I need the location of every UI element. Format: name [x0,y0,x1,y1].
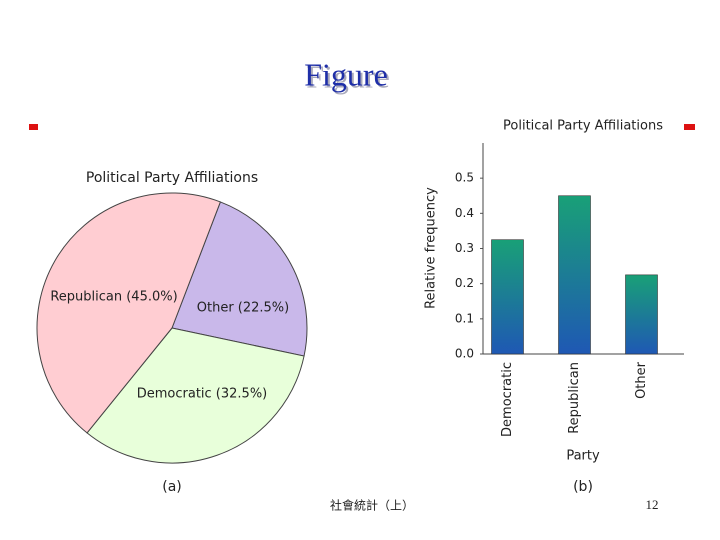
x-tick-label: Democratic [500,362,515,437]
caption: (a) [162,479,182,495]
slice-label: Other (22.5%) [197,301,290,316]
y-tick-label: 0.3 [455,241,474,255]
y-tick-label: 0.5 [455,171,474,185]
bullet [29,124,38,130]
slice-label: Democratic (32.5%) [137,387,268,402]
title-shadow: Figure [306,58,390,94]
y-tick-label: 0.2 [455,276,474,290]
slice-label: Republican (45.0%) [50,290,177,305]
bar [558,195,591,355]
bar [625,274,658,355]
y-tick-label: 0.0 [455,347,474,361]
chart-title: Political Party Affiliations [503,119,663,134]
bar [491,239,524,355]
slide-title: Figure [304,56,388,92]
pie-slice [36,192,222,434]
x-axis-label: Party [566,449,600,464]
y-tick-label: 0.1 [455,311,474,325]
page-number: 12 [646,497,659,512]
chart-title: Political Party Affiliations [86,170,258,186]
footer: 社會統計（上） [330,498,414,513]
y-tick-label: 0.4 [455,206,474,220]
x-tick-label: Republican [567,362,582,434]
caption: (b) [573,479,593,495]
x-tick-label: Other [634,361,649,399]
y-axis-label: Relative frequency [424,187,439,309]
pie-slice [86,327,305,464]
bullet [684,124,695,130]
